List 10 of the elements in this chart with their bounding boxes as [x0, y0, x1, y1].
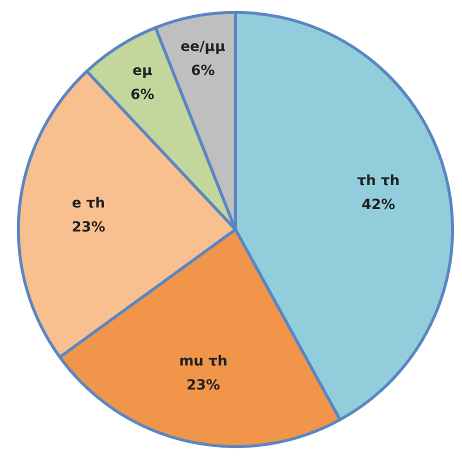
- slice-label: e τh: [72, 196, 106, 212]
- slice-label: τh τh: [357, 172, 400, 189]
- data-label: 42%: [362, 196, 396, 213]
- data-label: 6%: [130, 86, 154, 103]
- slice-label: eμ: [132, 62, 152, 79]
- slice-label: mu τh: [179, 354, 228, 370]
- data-label: 6%: [191, 62, 215, 79]
- data-label: 23%: [186, 378, 220, 394]
- data-label: 23%: [72, 220, 106, 236]
- slice-label: ee/μμ: [180, 38, 226, 55]
